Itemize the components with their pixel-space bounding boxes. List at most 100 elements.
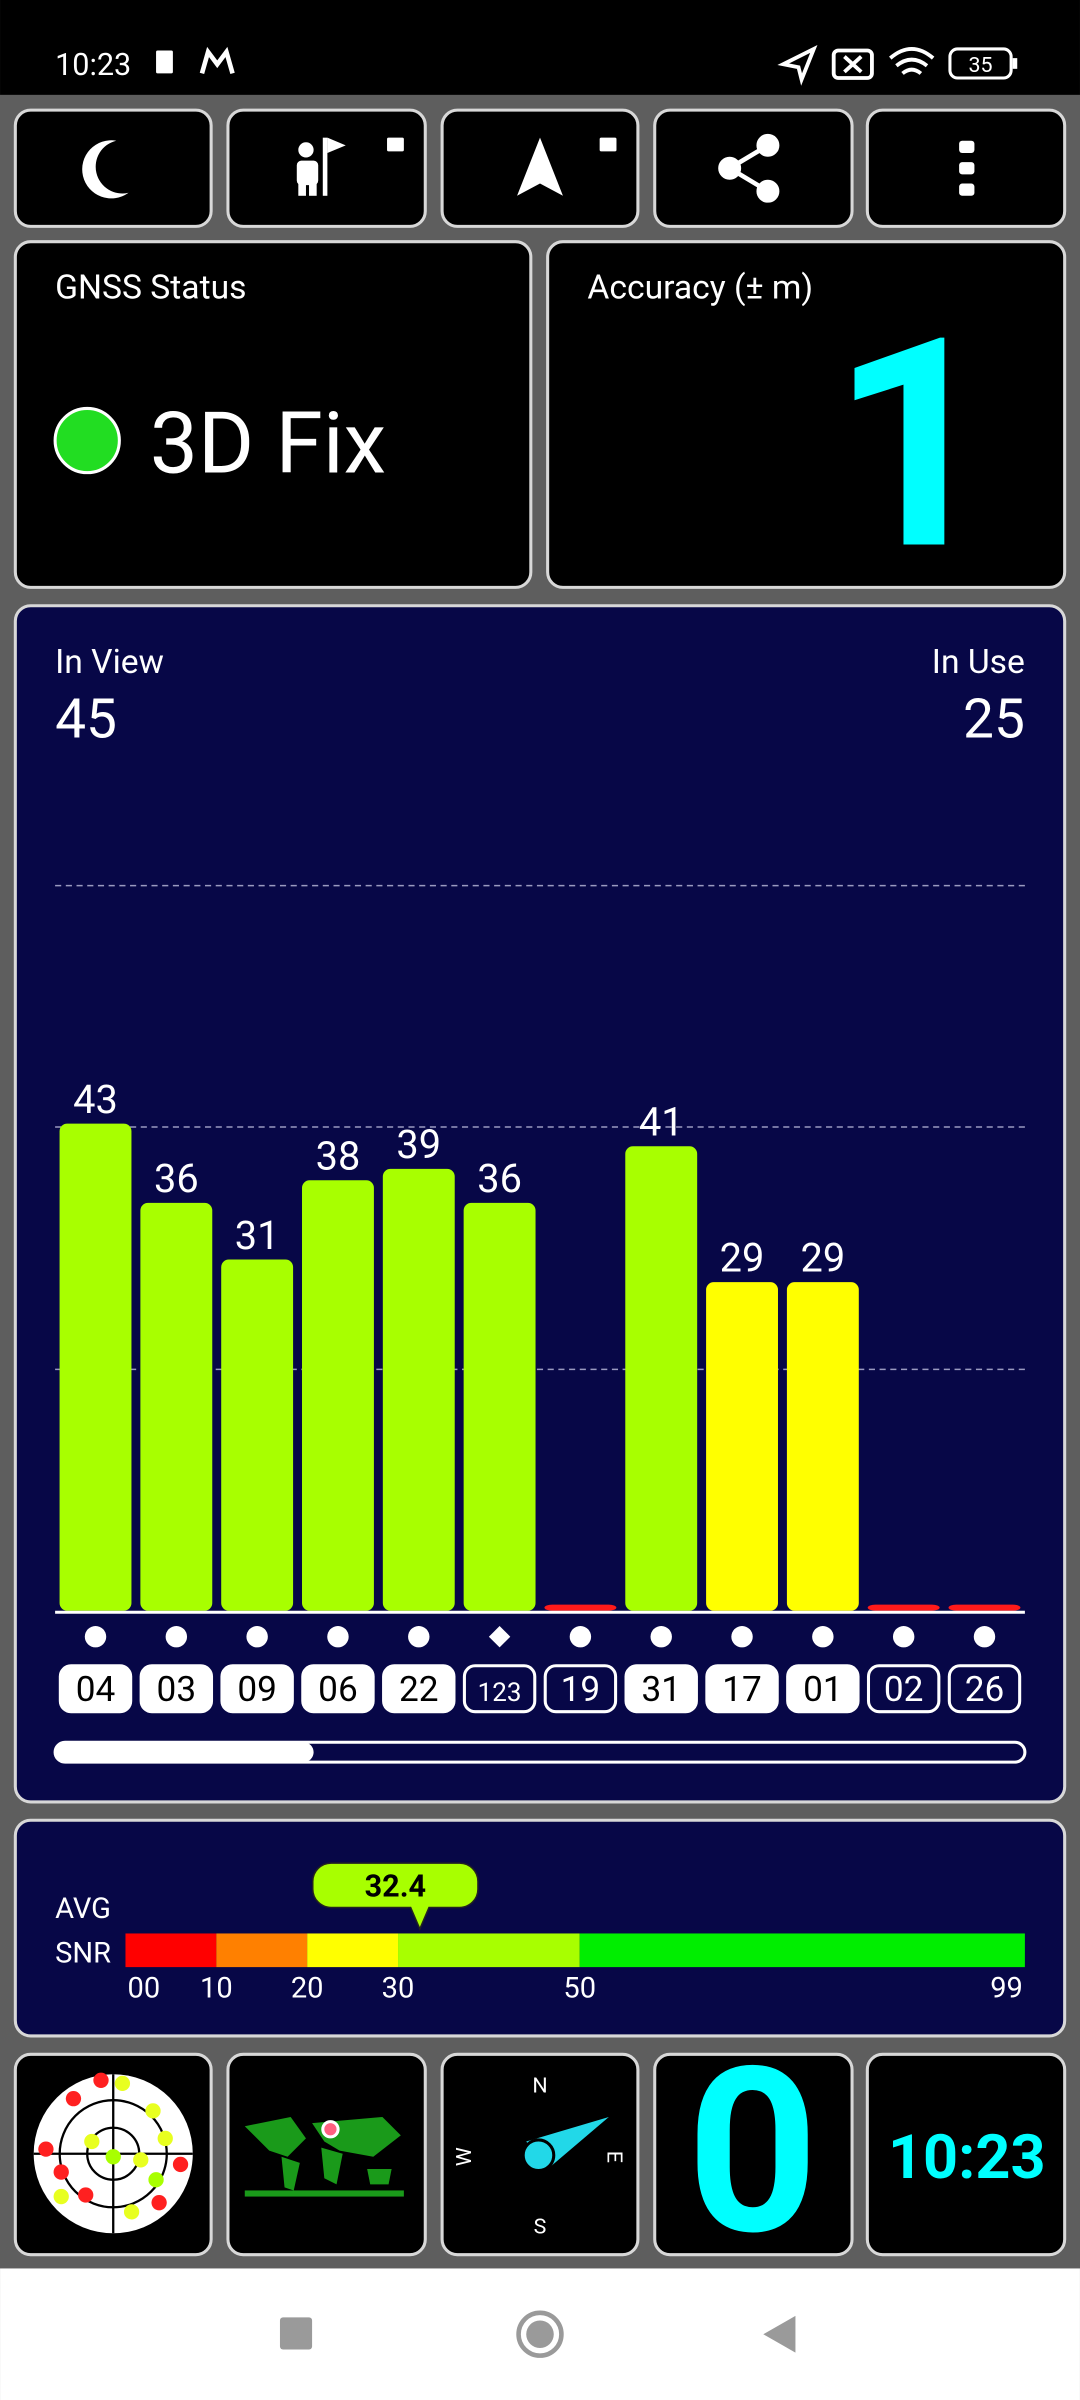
satellite-id: 04: [76, 1668, 116, 1710]
snr-segment: [307, 1933, 399, 1968]
bar: [221, 1259, 294, 1611]
constellation-marker: [246, 1626, 268, 1648]
satellite-id: 06: [318, 1668, 358, 1710]
satellite-id-box: [139, 1664, 214, 1714]
constellation-marker: [812, 1626, 834, 1648]
satellite-id: 123: [478, 1678, 522, 1708]
home-button-dot: [526, 2320, 554, 2348]
satellite-id-box: [866, 1664, 941, 1714]
snr-panel: [13, 1818, 1067, 2038]
battery-tip: [1012, 58, 1018, 69]
snr-segment: [398, 1933, 580, 1968]
constellation-marker: [731, 1626, 753, 1648]
lock-icon: [599, 137, 617, 152]
satellite-id: 31: [641, 1668, 681, 1710]
satellite-id-box: [462, 1664, 537, 1714]
avg-value: 32.4: [365, 1870, 426, 1905]
satellite-id-box: [624, 1664, 698, 1714]
gnss-status-tile: [13, 240, 533, 589]
satellite-id-box: [543, 1664, 618, 1714]
status-time: 10:23: [55, 48, 131, 83]
sky-plot: [33, 2072, 193, 2234]
gnss-status-value: 3D Fix: [150, 394, 386, 494]
satellite-id-box: [947, 1664, 1022, 1714]
in-view-count: 45: [55, 687, 117, 751]
satellite-id: 09: [237, 1668, 277, 1710]
counter-tile[interactable]: [653, 2052, 854, 2257]
constellation-marker: [892, 1626, 915, 1648]
compass-south: S: [534, 2214, 547, 2239]
in-view-label: In View: [55, 643, 164, 682]
accuracy-value: 1: [831, 275, 998, 616]
bar: [625, 1146, 698, 1611]
satellite-id: 17: [722, 1668, 762, 1710]
scrollbar-thumb[interactable]: [55, 1742, 314, 1763]
share-button[interactable]: [653, 108, 854, 228]
battery-level: 35: [969, 53, 993, 78]
satellite-id: 01: [803, 1668, 843, 1710]
value-label: 41: [639, 1099, 684, 1146]
accuracy-title: Accuracy (± m): [587, 268, 813, 307]
sim-icon: [156, 50, 173, 74]
value-label: 29: [720, 1234, 765, 1281]
value-label: 36: [477, 1155, 522, 1202]
constellation-marker: [327, 1626, 349, 1648]
fix-indicator: [53, 406, 121, 475]
home-button[interactable]: [516, 2310, 564, 2358]
snr-scale: AVG SNR 00 10 20 30 50 99 32.4: [55, 1862, 1025, 2006]
snr-bar-chart: 43 04 36 03 31 09 38 06 39 22 36 123 19 41 31 29 17 29 01 0…: [55, 884, 1025, 1714]
location-icon: [777, 44, 818, 86]
avg-callout: [311, 1862, 479, 1931]
bar: [382, 1168, 455, 1611]
snr-segment: [216, 1933, 308, 1968]
no-sim-x: [843, 55, 863, 74]
satellite-id: 26: [965, 1668, 1005, 1710]
back-button[interactable]: [763, 2315, 796, 2353]
snr-tick-label: 50: [563, 1972, 596, 2006]
constellation-marker: [650, 1626, 672, 1648]
compass-east: E: [601, 2151, 626, 2163]
clock-value: 10:23: [888, 2121, 1046, 2193]
compass-north: N: [532, 2074, 547, 2099]
no-sim-icon: [831, 48, 874, 80]
constellation-marker: [488, 1626, 511, 1648]
bar: [302, 1180, 374, 1611]
value-label: 43: [73, 1076, 118, 1123]
snr-tick-label: 99: [990, 1972, 1023, 2006]
bar: [463, 1202, 536, 1611]
snr-tick-label: 10: [200, 1972, 233, 2006]
satellite-id: 03: [157, 1668, 197, 1710]
value-label: 38: [316, 1133, 361, 1180]
clock-tile[interactable]: [865, 2052, 1067, 2257]
satellite-id: 22: [399, 1668, 439, 1710]
snr-label: SNR: [55, 1937, 111, 1971]
satellite-id-box: [786, 1664, 860, 1714]
snr-segment: [579, 1933, 1025, 1968]
in-use-label: In Use: [932, 643, 1025, 682]
snr-tick-label: 20: [291, 1972, 324, 2006]
snr-tick-label: 00: [127, 1972, 160, 2006]
bar: [786, 1282, 859, 1611]
wifi-icon: [889, 47, 935, 75]
gnss-status-title: GNSS Status: [55, 268, 246, 307]
value-label: 39: [396, 1121, 441, 1168]
bar: [544, 1604, 617, 1611]
value-label: 29: [801, 1234, 846, 1281]
snr-segment: [125, 1933, 217, 1968]
satellite-id-box: [382, 1664, 456, 1714]
bar: [140, 1202, 213, 1611]
in-use-count: 25: [963, 687, 1025, 751]
satellite-id-box: [220, 1664, 294, 1714]
accuracy-tile: [546, 240, 1067, 589]
compass-hub: [521, 2138, 556, 2173]
arrow-icon: [517, 137, 563, 196]
moon-icon: [82, 140, 129, 199]
compass-west: W: [452, 2147, 477, 2166]
recents-button[interactable]: [279, 2317, 313, 2350]
satellite-id: 19: [561, 1668, 601, 1710]
constellation-marker: [973, 1626, 996, 1648]
night-mode-button[interactable]: [13, 108, 213, 228]
satellite-id-box: [705, 1664, 779, 1714]
constellation-marker: [408, 1626, 430, 1648]
